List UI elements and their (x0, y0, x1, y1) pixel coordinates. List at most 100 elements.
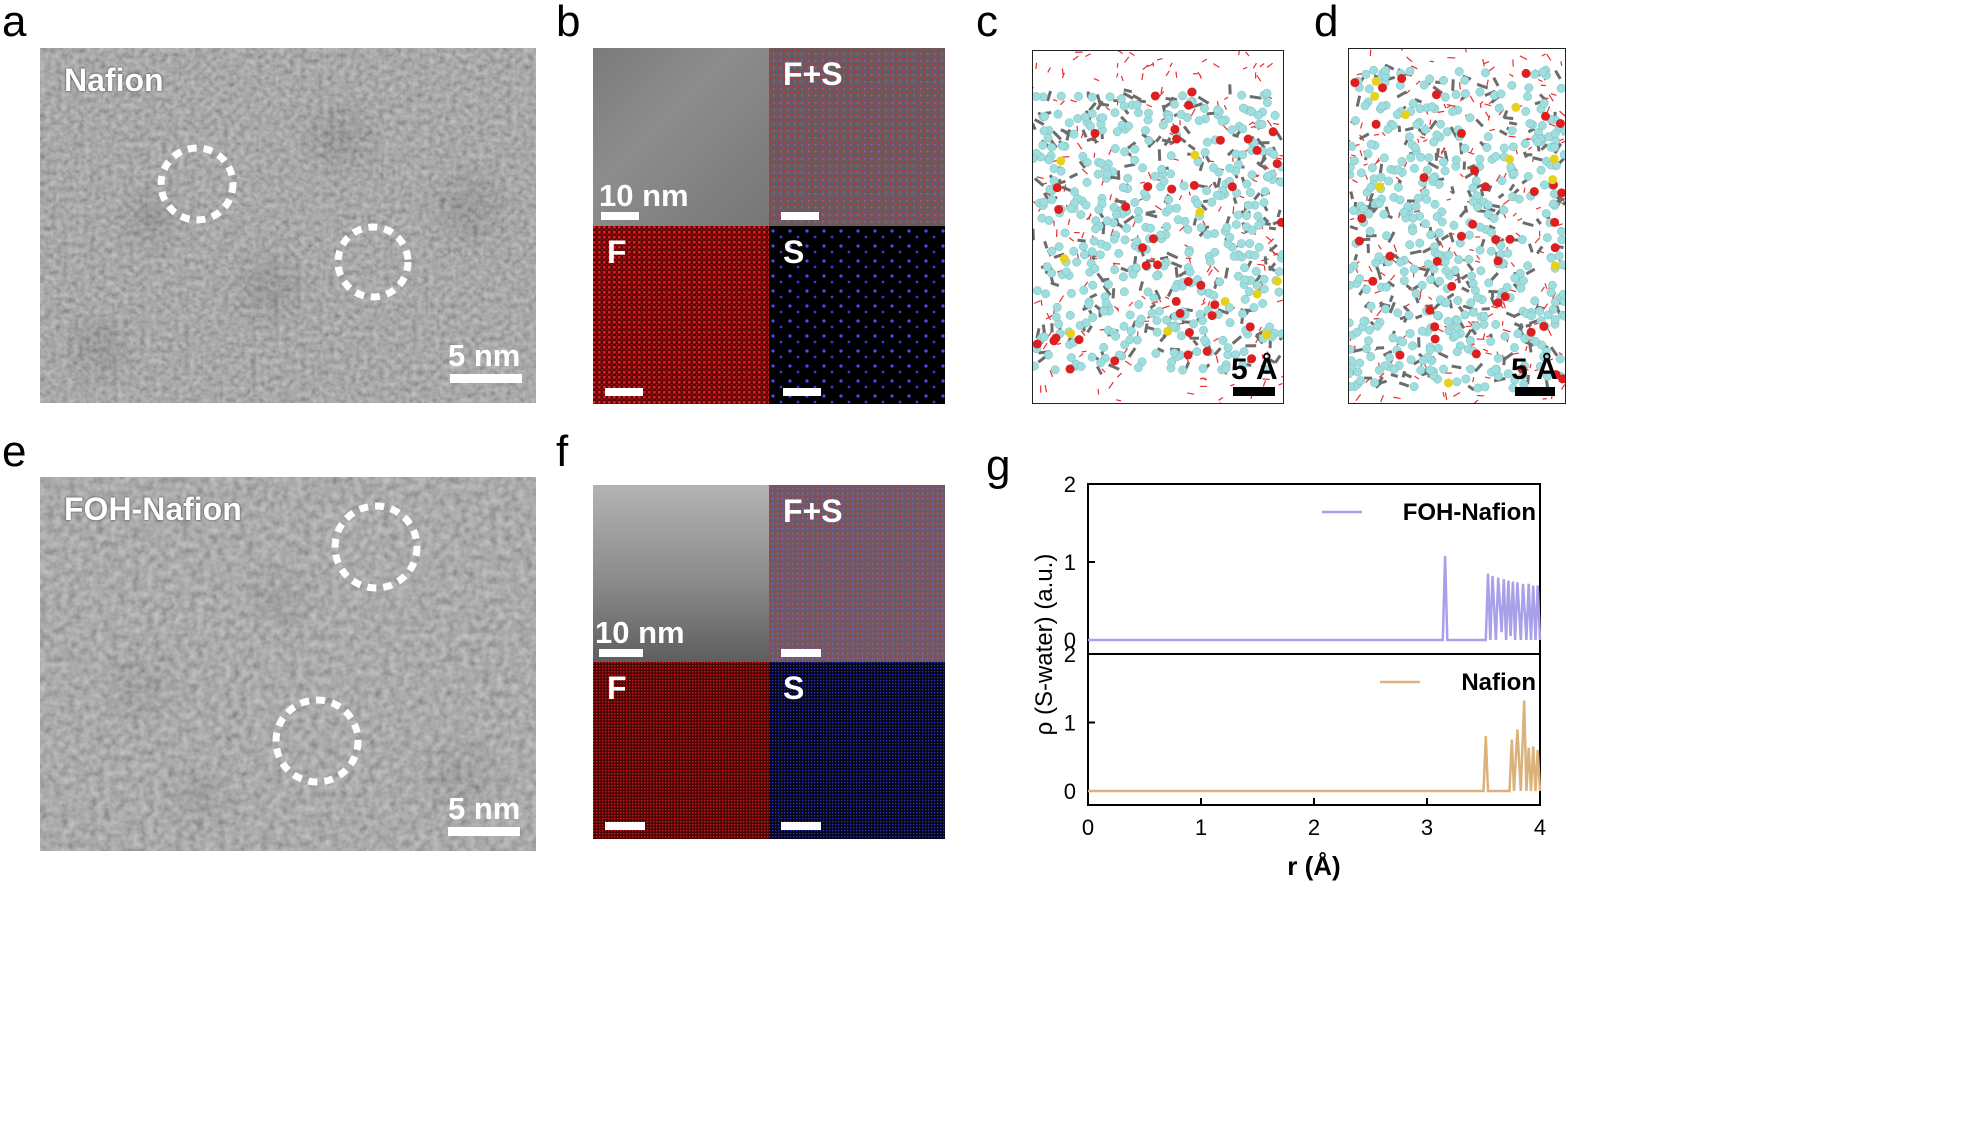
fluorine-atom (1393, 165, 1403, 175)
water-molecule (1207, 301, 1211, 306)
water-molecule (1381, 131, 1386, 137)
polymer-bond (1095, 365, 1103, 375)
y-tick-label: 0 (1064, 779, 1076, 804)
scale-bar (1233, 387, 1275, 396)
fluorine-atom (1082, 157, 1092, 167)
fluorine-atom (1535, 306, 1545, 316)
water-molecule (1365, 174, 1369, 180)
polymer-bond (1278, 333, 1283, 341)
fluorine-atom (1039, 126, 1049, 136)
polymer-bond (1182, 125, 1191, 135)
fluorine-atom (1349, 142, 1357, 151)
sulfur-atom (1549, 154, 1559, 164)
fluorine-atom (1218, 336, 1228, 345)
fluorine-atom (1134, 108, 1143, 118)
x-tick-label: 3 (1421, 815, 1433, 840)
fluorine-atom (1274, 267, 1283, 277)
oxygen-atom (1493, 298, 1503, 308)
fluorine-atom (1493, 353, 1503, 363)
polymer-bond (1448, 232, 1455, 243)
fluorine-atom (1231, 220, 1241, 230)
fluorine-atom (1479, 312, 1489, 321)
polymer-bond (1498, 129, 1508, 136)
polymer-bond (1456, 272, 1461, 284)
fluorine-atom (1365, 226, 1375, 236)
fluorine-atom (1559, 150, 1565, 160)
polymer-bond (1475, 118, 1484, 128)
fluorine-atom (1164, 113, 1174, 123)
water-molecule (1281, 376, 1283, 378)
polymer-bond (1212, 181, 1218, 189)
water-molecule (1033, 86, 1035, 89)
fluorine-atom (1146, 223, 1156, 233)
fluorine-atom (1229, 251, 1239, 261)
fluorine-atom (1080, 250, 1089, 260)
fluorine-atom (1460, 143, 1470, 153)
fluorine-atom (1044, 155, 1054, 165)
fluorine-atom (1460, 310, 1470, 320)
eds-label: S (783, 670, 805, 706)
water-molecule (1482, 58, 1485, 67)
polymer-bond (1197, 95, 1210, 105)
fluorine-atom (1200, 335, 1210, 345)
water-molecule (1047, 331, 1052, 337)
eds-label: S (783, 234, 805, 270)
fluorine-atom (1232, 188, 1242, 198)
legend-label: Nafion (1461, 669, 1536, 696)
polymer-bond (1466, 163, 1476, 170)
fluorine-atom (1238, 360, 1248, 370)
x-tick-label: 2 (1308, 815, 1320, 840)
water-molecule (1440, 147, 1446, 154)
fluorine-atom (1069, 246, 1079, 256)
fluorine-atom (1454, 255, 1464, 265)
fluorine-atom (1385, 353, 1394, 362)
eds-map-s: S (769, 662, 945, 839)
fluorine-atom (1350, 156, 1359, 166)
polymer-bond (1382, 349, 1393, 357)
water-molecule (1473, 399, 1479, 403)
fluorine-atom (1138, 163, 1148, 173)
md-molecules (1349, 49, 1565, 403)
fluorine-atom (1530, 296, 1540, 306)
fluorine-atom (1105, 92, 1115, 102)
fluorine-atom (1406, 153, 1416, 163)
oxygen-atom (1054, 204, 1064, 214)
polymer-bond (1190, 102, 1203, 109)
rdf-chart: 0 1 2 FOH-Nafion 0 1 2 Nafion 0 1 2 3 4 r (Å) ρ (S-wat… (1000, 470, 1560, 890)
polymer-bond (1349, 225, 1359, 231)
fluorine-atom (1169, 99, 1179, 109)
x-tick-label: 0 (1082, 815, 1094, 840)
fluorine-atom (1450, 331, 1460, 341)
eds-overlay-fs: F+S (769, 48, 945, 226)
oxygen-atom (1150, 91, 1160, 101)
y-tick-label: 1 (1064, 711, 1076, 736)
oxygen-atom (1385, 251, 1395, 261)
sample-label: Nafion (64, 62, 164, 98)
tem-texture (40, 48, 536, 403)
fluorine-atom (1497, 176, 1507, 186)
fluorine-atom (1274, 287, 1283, 297)
oxygen-atom (1354, 236, 1364, 246)
fluorine-atom (1360, 101, 1370, 111)
oxygen-atom (1377, 83, 1387, 93)
fluorine-atom (1359, 316, 1369, 326)
water-molecule (1360, 122, 1363, 129)
legend-label: FOH-Nafion (1403, 499, 1536, 526)
fluorine-atom (1481, 68, 1490, 78)
polymer-bond (1535, 217, 1542, 225)
fluorine-atom (1263, 171, 1273, 181)
fluorine-atom (1178, 365, 1188, 375)
fluorine-atom (1496, 89, 1506, 99)
polymer-bond (1101, 224, 1106, 235)
water-molecule (1509, 73, 1514, 78)
fluorine-atom (1379, 209, 1389, 219)
fluorine-atom (1523, 92, 1533, 101)
water-molecule (1266, 62, 1273, 68)
series-line-1 (1088, 700, 1542, 793)
water-molecule (1444, 392, 1448, 401)
oxygen-atom (1065, 364, 1075, 374)
water-molecule (1081, 168, 1088, 175)
fluorine-atom (1141, 126, 1150, 135)
water-molecule (1557, 223, 1563, 227)
fluorine-atom (1238, 309, 1247, 319)
